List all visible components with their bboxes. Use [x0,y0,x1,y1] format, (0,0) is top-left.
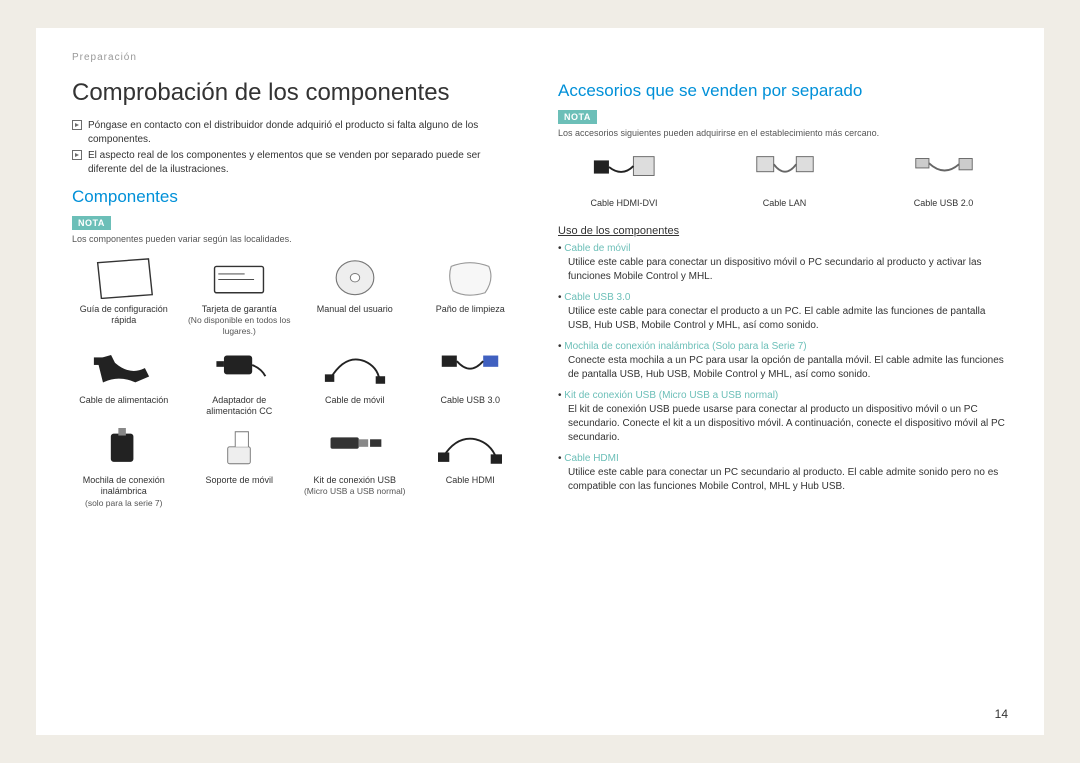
uso-item-text: Utilice este cable para conectar un disp… [558,256,1008,284]
component-label: Soporte de móvil [188,475,292,486]
component-label: Cable de móvil [303,395,407,406]
breadcrumb: Preparación [72,52,1008,63]
component-label: Adaptador de alimentación CC [188,395,292,418]
uso-item-title: Cable HDMI [558,453,1008,464]
component-cell: Manual del usuario [303,256,407,337]
usb-kit-icon [323,428,387,469]
component-label: Kit de conexión USB [303,475,407,486]
component-label: Tarjeta de garantía [188,304,292,315]
bullet-icon [72,120,82,130]
accessory-label: Cable LAN [720,198,849,209]
page: Preparación Comprobación de los componen… [36,28,1044,735]
uso-item: Cable de móvil Utilice este cable para co… [558,243,1008,284]
component-cell: Guía de configuración rápida [72,256,176,337]
component-label: Mochila de conexión inalámbrica [72,475,176,498]
accessory-cell: Cable USB 2.0 [879,150,1008,209]
dongle-icon [92,428,156,469]
cloth-icon [438,257,502,298]
accessories-grid: Cable HDMI-DVI Cable LAN Cable USB 2.0 [558,150,1008,209]
component-cell: Cable de móvil [303,347,407,418]
bullet-item: El aspecto real de los componentes y ele… [72,149,522,177]
component-cell: Cable HDMI [419,427,523,508]
lan-cable-icon [753,151,817,192]
intro-bullets: Póngase en contacto con el distribuidor … [72,119,522,177]
component-label: Paño de limpieza [419,304,523,315]
hdmi-cable-icon [438,428,502,469]
bullet-text: Póngase en contacto con el distribuidor … [88,119,522,147]
hdmi-dvi-icon [592,151,656,192]
component-cell: Kit de conexión USB(Micro USB a USB norm… [303,427,407,508]
component-cell: Mochila de conexión inalámbrica(solo par… [72,427,176,508]
usb2-cable-icon [912,151,976,192]
section-accesorios: Accesorios que se venden por separado [558,81,1008,101]
columns: Comprobación de los componentes Póngase … [72,79,1008,508]
component-cell: Tarjeta de garantía(No disponible en tod… [188,256,292,337]
component-sublabel: (solo para la serie 7) [72,498,176,509]
bullet-text: El aspecto real de los componentes y ele… [88,149,522,177]
uso-item-text: Conecte esta mochila a un PC para usar l… [558,354,1008,382]
uso-item-title: Cable USB 3.0 [558,292,1008,303]
component-label: Cable HDMI [419,475,523,486]
component-label: Guía de configuración rápida [72,304,176,327]
nota-text: Los accesorios siguientes pueden adquiri… [558,128,1008,138]
bullet-icon [72,150,82,160]
power-cable-icon [92,348,156,389]
uso-item: Kit de conexión USB (Micro USB a USB nor… [558,390,1008,445]
accessory-label: Cable USB 2.0 [879,198,1008,209]
component-sublabel: (No disponible en todos los lugares.) [188,315,292,336]
stand-icon [207,428,271,469]
component-sublabel: (Micro USB a USB normal) [303,486,407,497]
bullet-item: Póngase en contacto con el distribuidor … [72,119,522,147]
section-componentes: Componentes [72,187,522,207]
component-label: Manual del usuario [303,304,407,315]
page-number: 14 [995,707,1008,721]
uso-item-text: Utilice este cable para conectar el prod… [558,305,1008,333]
uso-item: Cable HDMI Utilice este cable para conect… [558,453,1008,494]
uso-item-title: Kit de conexión USB (Micro USB a USB nor… [558,390,1008,401]
component-cell: Adaptador de alimentación CC [188,347,292,418]
right-column: Accesorios que se venden por separado NO… [558,79,1008,508]
component-label: Cable USB 3.0 [419,395,523,406]
uso-item-title: Cable de móvil [558,243,1008,254]
uso-item-title: Mochila de conexión inalámbrica (Solo pa… [558,341,1008,352]
card-icon [207,257,271,298]
accessory-cell: Cable HDMI-DVI [558,150,690,209]
nota-text: Los componentes pueden variar según las … [72,234,522,244]
nota-badge: NOTA [558,110,597,124]
components-grid: Guía de configuración rápida Tarjeta de … [72,256,522,508]
uso-item-text: El kit de conexión USB puede usarse para… [558,403,1008,445]
adapter-icon [207,348,271,389]
mobile-cable-icon [323,348,387,389]
uso-item: Mochila de conexión inalámbrica (Solo pa… [558,341,1008,382]
disc-icon [323,257,387,298]
component-cell: Cable de alimentación [72,347,176,418]
component-cell: Paño de limpieza [419,256,523,337]
accessory-label: Cable HDMI-DVI [558,198,690,209]
nota-badge: NOTA [72,216,111,230]
component-cell: Soporte de móvil [188,427,292,508]
uso-item: Cable USB 3.0 Utilice este cable para con… [558,292,1008,333]
sheet-icon [92,257,156,298]
uso-item-text: Utilice este cable para conectar un PC s… [558,466,1008,494]
uso-title: Uso de los componentes [558,225,1008,237]
page-title: Comprobación de los componentes [72,79,522,107]
accessory-cell: Cable LAN [720,150,849,209]
component-cell: Cable USB 3.0 [419,347,523,418]
component-label: Cable de alimentación [72,395,176,406]
usb3-cable-icon [438,348,502,389]
left-column: Comprobación de los componentes Póngase … [72,79,522,508]
